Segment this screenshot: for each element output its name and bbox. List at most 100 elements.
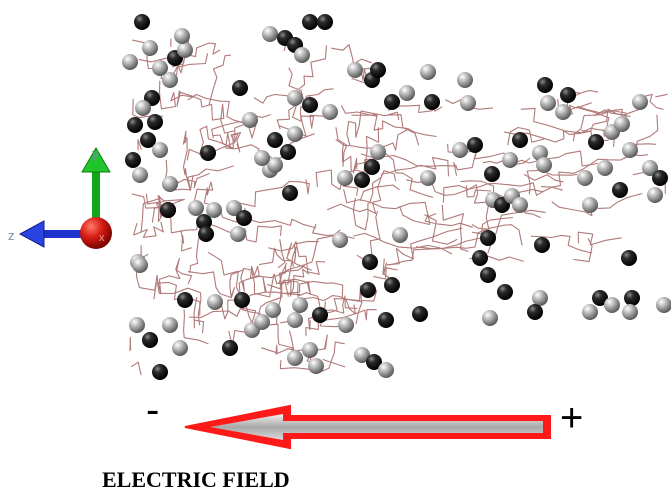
- dark-ion: [424, 94, 440, 110]
- light-ion: [338, 317, 354, 333]
- light-ion: [122, 54, 138, 70]
- mesh-strand: [240, 267, 289, 298]
- light-ion: [597, 160, 613, 176]
- light-ion: [632, 94, 648, 110]
- dark-ion: [480, 267, 496, 283]
- light-ion: [347, 62, 363, 78]
- light-ion: [152, 142, 168, 158]
- dark-ion: [360, 282, 376, 298]
- dark-ion: [364, 159, 380, 175]
- light-ion: [337, 170, 353, 186]
- dark-ion: [280, 144, 296, 160]
- light-ion: [642, 160, 658, 176]
- dark-ion: [366, 354, 382, 370]
- mesh-strand: [523, 173, 564, 183]
- y-axis-arrowhead: [81, 147, 111, 173]
- dark-ion: [152, 364, 168, 380]
- mesh-strand: [284, 280, 363, 325]
- mesh-strand: [140, 195, 166, 233]
- mesh-strand: [520, 107, 606, 135]
- dark-ion: [624, 290, 640, 306]
- light-ion: [206, 202, 222, 218]
- light-ion: [294, 47, 310, 63]
- light-ion: [540, 95, 556, 111]
- mesh-strand: [180, 230, 192, 252]
- mesh-strand: [207, 251, 241, 297]
- light-ion: [177, 42, 193, 58]
- electric-field-arrow: [184, 404, 551, 450]
- dark-ion: [147, 114, 163, 130]
- light-ion: [332, 232, 348, 248]
- mesh-strand: [424, 214, 458, 245]
- mesh-strand: [288, 45, 328, 91]
- mesh-strand: [186, 115, 251, 161]
- mesh-strand: [230, 179, 310, 208]
- light-ion: [162, 176, 178, 192]
- light-ion: [604, 297, 620, 313]
- dark-ion: [312, 307, 328, 323]
- mesh-strand: [198, 125, 242, 155]
- dark-ion: [317, 14, 333, 30]
- light-ion: [132, 167, 148, 183]
- light-ion: [254, 150, 270, 166]
- positive-terminal-label: +: [560, 396, 584, 440]
- mesh-strand: [187, 93, 257, 139]
- light-ion: [292, 297, 308, 313]
- dark-ion: [282, 185, 298, 201]
- mesh-strand: [189, 276, 303, 319]
- mesh-strand: [635, 143, 657, 145]
- light-ion: [262, 26, 278, 42]
- dark-ion: [484, 166, 500, 182]
- dark-ion: [612, 182, 628, 198]
- dark-ion: [302, 14, 318, 30]
- axes-triad: y z x: [8, 146, 112, 249]
- mesh-strand: [406, 179, 499, 204]
- field-caption: ELECTRIC FIELD: [102, 467, 290, 492]
- mesh-strand: [277, 239, 286, 269]
- mesh-strand: [526, 169, 578, 195]
- light-ion: [354, 347, 370, 363]
- light-ion: [614, 116, 630, 132]
- dark-ion: [354, 172, 370, 188]
- mesh-strand: [441, 204, 469, 253]
- mesh-strand: [231, 225, 282, 243]
- mesh-strand: [382, 258, 393, 281]
- dark-ion: [537, 77, 553, 93]
- light-ion: [536, 157, 552, 173]
- field-arrow-inner: [210, 414, 543, 440]
- mesh-strand: [482, 150, 598, 167]
- light-ion: [287, 90, 303, 106]
- light-ion: [656, 297, 671, 313]
- light-ion: [254, 314, 270, 330]
- light-ion: [622, 142, 638, 158]
- mesh-strand: [305, 309, 377, 336]
- mesh-strand: [266, 229, 341, 290]
- dark-ion: [480, 230, 496, 246]
- light-ion: [265, 302, 281, 318]
- mesh-strand: [174, 130, 191, 191]
- ion-layer: [122, 14, 671, 380]
- light-ion: [420, 64, 436, 80]
- dark-ion: [198, 226, 214, 242]
- mesh-strand: [577, 231, 622, 246]
- dark-ion: [527, 304, 543, 320]
- mesh-strand: [507, 126, 545, 146]
- light-ion: [152, 60, 168, 76]
- mesh-strand: [187, 165, 234, 191]
- light-ion: [582, 197, 598, 213]
- dark-ion: [196, 214, 212, 230]
- mesh-strand: [335, 127, 348, 167]
- dark-ion: [177, 292, 193, 308]
- light-ion: [555, 104, 571, 120]
- mesh-strand: [172, 53, 209, 76]
- mesh-strand: [239, 265, 287, 284]
- mesh-strand: [133, 221, 164, 238]
- mesh-strand: [135, 267, 202, 326]
- mesh-strand: [287, 240, 319, 286]
- mesh-strand: [345, 154, 458, 174]
- dark-ion: [467, 137, 483, 153]
- mesh-strand: [346, 110, 400, 146]
- light-ion: [582, 304, 598, 320]
- mesh-strand: [253, 88, 334, 104]
- x-axis-sphere: [80, 217, 112, 249]
